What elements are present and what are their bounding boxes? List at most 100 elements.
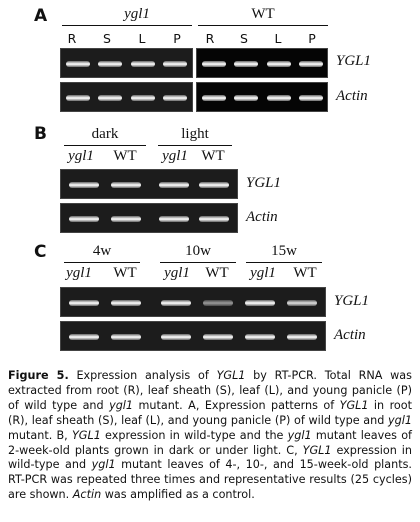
gel-band — [111, 334, 141, 340]
panel-a-lane-label: R — [205, 31, 215, 46]
panel-c-age-15w: 15w — [271, 243, 297, 259]
panel-a-gel-wt-ygl1 — [196, 48, 328, 78]
caption-text: expression in wild-type and the — [100, 428, 288, 442]
panel-a-group-ygl1: ygl1 — [124, 6, 150, 22]
caption-text: mutant leaves of 2-week-old plants grown… — [8, 428, 412, 457]
gel-band — [203, 334, 233, 340]
caption-text: was amplified as a control. — [101, 488, 255, 502]
panel-a-letter: A — [34, 6, 48, 26]
caption-gene: YGL1 — [302, 443, 332, 457]
panel-a-lane-label: L — [138, 31, 146, 46]
caption-gene: ygl1 — [388, 413, 412, 427]
gel-band — [111, 300, 141, 306]
gel-band — [163, 95, 187, 101]
panel-a-lane-label: P — [173, 31, 181, 46]
panel-c-gel-ygl1 — [60, 287, 326, 317]
panel-b-condition-light: light — [181, 126, 209, 142]
gel-band — [159, 182, 189, 188]
gel-band — [163, 61, 187, 67]
caption-gene: YGL1 — [216, 369, 246, 382]
panel-a-lane-label: P — [308, 31, 316, 46]
panel-c-age-4w: 4w — [92, 243, 112, 259]
gel-band — [69, 300, 99, 306]
caption-text: by RT-PCR. Total RNA was extracted from … — [8, 369, 412, 412]
panel-b-lane-label: WT — [201, 148, 225, 164]
panel-a-row-label-actin: Actin — [336, 88, 368, 104]
gel-band — [69, 216, 99, 222]
panel-a-gel-wt-actin — [196, 82, 328, 112]
gel-band — [245, 300, 275, 306]
gel-band — [267, 61, 291, 67]
caption-text: expression in wild-type and — [8, 443, 412, 472]
panel-c-age-4w-rule — [64, 262, 140, 263]
gel-band — [161, 334, 191, 340]
caption-gene: YGL1 — [339, 398, 369, 412]
panel-b-letter: B — [34, 124, 47, 144]
panel-b-condition-light-rule — [158, 145, 232, 146]
panel-a-gel-ygl1-actin — [60, 82, 193, 112]
gel-band — [98, 95, 122, 101]
panel-a-lane-label: S — [240, 31, 248, 46]
caption-gene: Actin — [72, 488, 102, 502]
panel-b-condition-dark: dark — [91, 126, 119, 142]
gel-band — [287, 300, 317, 306]
caption-gene: ygl1 — [91, 458, 116, 472]
panel-c-gel-actin — [60, 321, 326, 351]
gel-band — [199, 216, 229, 222]
caption-text: mutant. A, Expression patterns of — [133, 398, 340, 412]
panel-c-row-label-ygl1: YGL1 — [334, 293, 370, 309]
gel-band — [245, 334, 275, 340]
panel-a-lane-label: S — [103, 31, 111, 46]
panel-b-lane-label: WT — [113, 148, 137, 164]
panel-a-lane-label: L — [274, 31, 282, 46]
gel-band — [203, 300, 233, 306]
panel-c-lane-label: ygl1 — [164, 265, 190, 281]
caption-gene: YGL1 — [71, 428, 101, 442]
gel-band — [299, 95, 323, 101]
panel-c-lane-label: ygl1 — [66, 265, 92, 281]
gel-band — [69, 182, 99, 188]
gel-band — [66, 95, 90, 101]
caption-text: in root (R), leaf sheath (S), leaf (L), … — [8, 398, 413, 427]
gel-band — [234, 95, 258, 101]
panel-c-lane-label: ygl1 — [250, 265, 276, 281]
panel-a-row-label-ygl1: YGL1 — [336, 53, 372, 69]
gel-band — [202, 61, 226, 67]
gel-band — [161, 300, 191, 306]
gel-band — [159, 216, 189, 222]
panel-b-gel-ygl1 — [60, 169, 238, 199]
panel-c-row-label-actin: Actin — [334, 327, 366, 343]
panel-c-letter: C — [34, 242, 47, 262]
panel-a-group-wt: WT — [251, 6, 275, 22]
gel-band — [287, 334, 317, 340]
gel-band — [267, 95, 291, 101]
caption-label: Figure 5. — [8, 369, 69, 382]
figure-caption: Figure 5. Expression analysis of YGL1 by… — [8, 369, 412, 503]
panel-a-lane-label: R — [67, 31, 77, 46]
panel-c-age-10w-rule — [160, 262, 236, 263]
panel-b-condition-dark-rule — [64, 145, 146, 146]
panel-a-group-wt-rule — [198, 25, 328, 26]
panel-c-age-15w-rule — [246, 262, 322, 263]
panel-c-lane-label: WT — [293, 265, 317, 281]
gel-band — [98, 61, 122, 67]
panel-a-gel-ygl1-ygl1 — [60, 48, 193, 78]
panel-a-group-ygl1-rule — [62, 25, 192, 26]
gel-band — [131, 95, 155, 101]
panel-b-row-label-ygl1: YGL1 — [246, 175, 282, 191]
panel-c-age-10w: 10w — [185, 243, 211, 259]
gel-band — [69, 334, 99, 340]
panel-c-lane-label: WT — [113, 265, 137, 281]
gel-band — [202, 95, 226, 101]
panel-b-row-label-actin: Actin — [246, 209, 278, 225]
caption-gene: ygl1 — [109, 398, 134, 412]
caption-gene: ygl1 — [287, 428, 312, 442]
gel-band — [66, 61, 90, 67]
panel-c-lane-label: WT — [205, 265, 229, 281]
panel-b-gel-actin — [60, 203, 238, 233]
panel-b-lane-label: ygl1 — [162, 148, 188, 164]
panel-b-lane-label: ygl1 — [68, 148, 94, 164]
gel-band — [199, 182, 229, 188]
gel-band — [111, 216, 141, 222]
gel-band — [111, 182, 141, 188]
